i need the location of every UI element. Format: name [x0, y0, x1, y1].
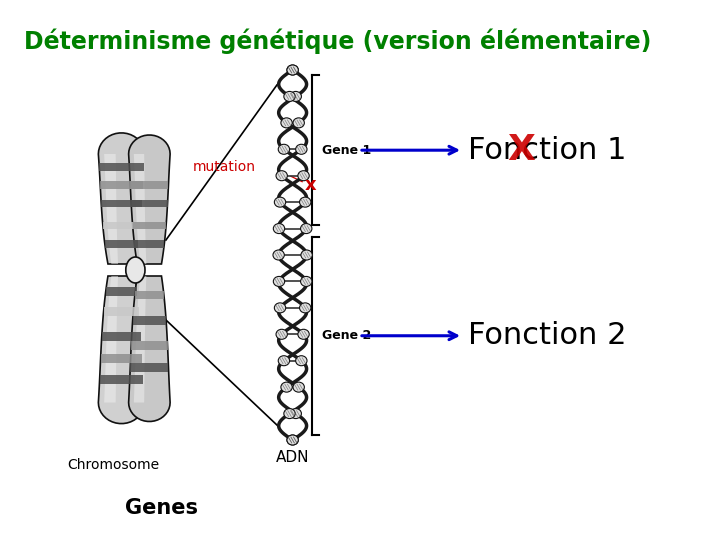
Ellipse shape — [300, 303, 311, 313]
Ellipse shape — [274, 197, 286, 207]
PathPatch shape — [102, 332, 141, 341]
Ellipse shape — [276, 329, 287, 339]
PathPatch shape — [130, 181, 168, 188]
PathPatch shape — [129, 135, 170, 264]
Text: Déterminisme génétique (version élémentaire): Déterminisme génétique (version élémenta… — [24, 28, 652, 53]
Ellipse shape — [290, 409, 302, 419]
Text: Fonction 2: Fonction 2 — [468, 321, 626, 350]
PathPatch shape — [129, 276, 170, 421]
PathPatch shape — [100, 181, 143, 188]
Ellipse shape — [293, 118, 305, 128]
Text: Gene 2: Gene 2 — [323, 329, 372, 342]
PathPatch shape — [135, 291, 164, 299]
Text: ADN: ADN — [276, 450, 310, 465]
Text: Gene 1: Gene 1 — [323, 144, 372, 157]
Ellipse shape — [301, 250, 312, 260]
Ellipse shape — [296, 356, 307, 366]
Ellipse shape — [300, 197, 311, 207]
Ellipse shape — [278, 356, 289, 366]
PathPatch shape — [132, 221, 166, 229]
PathPatch shape — [106, 287, 137, 295]
PathPatch shape — [131, 341, 168, 350]
PathPatch shape — [102, 200, 142, 207]
Ellipse shape — [274, 276, 284, 286]
Text: x: x — [305, 176, 316, 194]
PathPatch shape — [131, 200, 168, 207]
PathPatch shape — [135, 240, 164, 248]
Ellipse shape — [126, 257, 145, 283]
PathPatch shape — [104, 154, 118, 264]
Ellipse shape — [293, 382, 305, 392]
Ellipse shape — [287, 65, 298, 75]
PathPatch shape — [104, 307, 139, 316]
PathPatch shape — [104, 276, 118, 402]
PathPatch shape — [101, 354, 143, 363]
Text: Chromosome: Chromosome — [68, 458, 160, 472]
Text: Fonction 1: Fonction 1 — [468, 136, 626, 165]
Ellipse shape — [278, 144, 289, 154]
Ellipse shape — [274, 224, 284, 234]
Text: Genes: Genes — [125, 498, 198, 518]
Text: X: X — [508, 133, 536, 167]
Ellipse shape — [273, 250, 284, 260]
Ellipse shape — [296, 144, 307, 154]
Ellipse shape — [300, 224, 312, 234]
Text: mutation: mutation — [193, 160, 256, 174]
Ellipse shape — [290, 91, 302, 102]
Ellipse shape — [284, 409, 295, 419]
PathPatch shape — [99, 133, 145, 264]
PathPatch shape — [99, 276, 145, 423]
PathPatch shape — [130, 363, 168, 372]
Ellipse shape — [276, 171, 287, 181]
Ellipse shape — [274, 303, 286, 313]
PathPatch shape — [134, 154, 146, 264]
Ellipse shape — [284, 91, 295, 102]
Ellipse shape — [281, 382, 292, 392]
PathPatch shape — [99, 375, 143, 384]
PathPatch shape — [105, 240, 138, 248]
Ellipse shape — [298, 171, 309, 181]
PathPatch shape — [103, 221, 140, 229]
Ellipse shape — [298, 329, 309, 339]
PathPatch shape — [99, 163, 143, 171]
Ellipse shape — [287, 65, 298, 75]
PathPatch shape — [134, 276, 146, 402]
Ellipse shape — [300, 276, 312, 286]
Ellipse shape — [287, 435, 298, 445]
PathPatch shape — [132, 316, 166, 325]
Ellipse shape — [281, 118, 292, 128]
Ellipse shape — [287, 435, 298, 445]
